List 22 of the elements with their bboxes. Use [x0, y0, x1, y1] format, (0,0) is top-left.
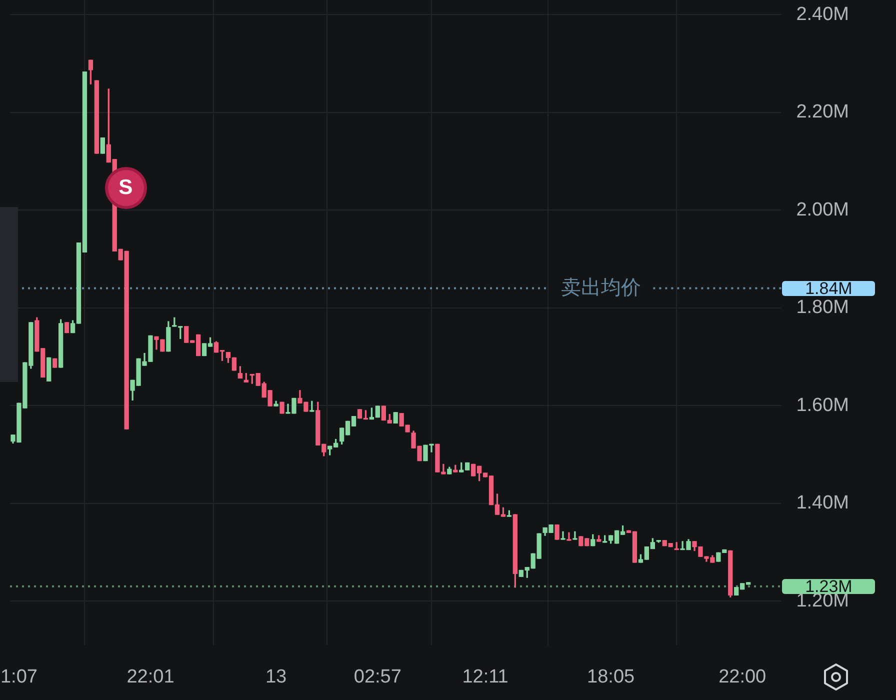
x-tick-label: 12:11	[462, 666, 508, 688]
badge-icon: S	[104, 167, 147, 210]
annotation: S	[118, 176, 133, 200]
y-tick-label: 2.00M	[796, 199, 850, 220]
x-tick-label: 22:01	[126, 666, 174, 688]
ref-line-label: 卖出均价	[561, 276, 642, 299]
y-tick-label: 2.40M	[796, 4, 850, 25]
x-tick-label: 02:57	[354, 666, 402, 688]
x-tick-label: 18:05	[587, 666, 635, 688]
x-tick-label: 1:07	[0, 666, 38, 688]
price-tag: 1.84M	[782, 280, 876, 296]
price-tag: 1.23M	[782, 578, 876, 594]
candlestick	[572, 531, 578, 540]
y-tick-label: 2.20M	[796, 102, 850, 123]
y-tick-label: 1.60M	[796, 394, 850, 416]
x-tick-label: 22:00	[718, 666, 766, 688]
y-tick-label: 1.40M	[796, 492, 850, 514]
y-tick-label: 1.80M	[796, 297, 850, 318]
x-tick-label: 13	[265, 666, 287, 688]
candlestick	[560, 531, 566, 540]
candlestick	[566, 532, 572, 541]
candlestick	[674, 542, 679, 550]
